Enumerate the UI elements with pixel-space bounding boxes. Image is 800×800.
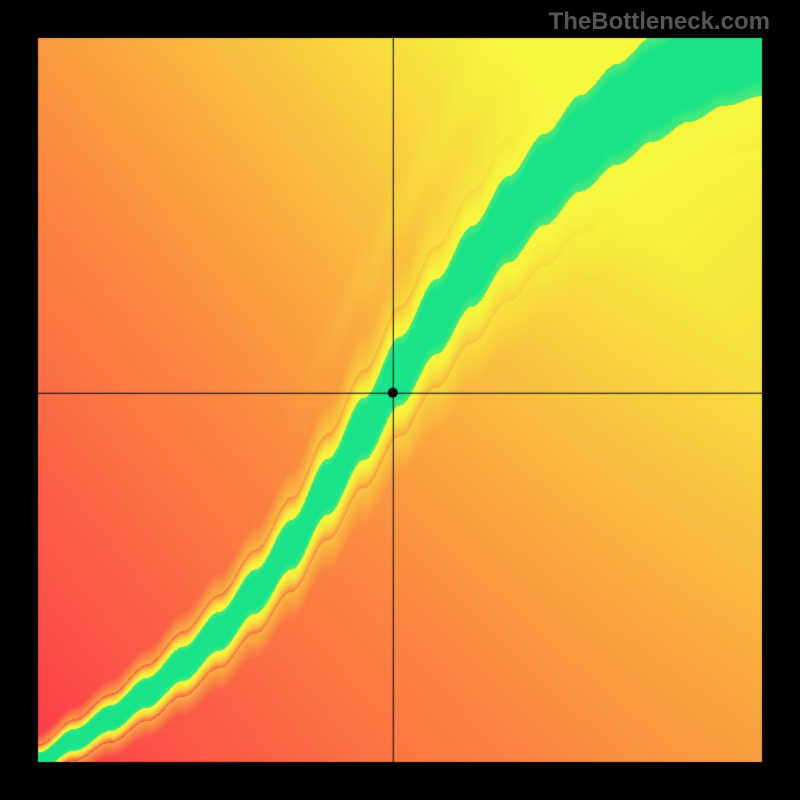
chart-container: { "watermark": { "text": "TheBottleneck.… bbox=[0, 0, 800, 800]
bottleneck-heatmap bbox=[0, 0, 800, 800]
watermark-text: TheBottleneck.com bbox=[549, 8, 770, 36]
